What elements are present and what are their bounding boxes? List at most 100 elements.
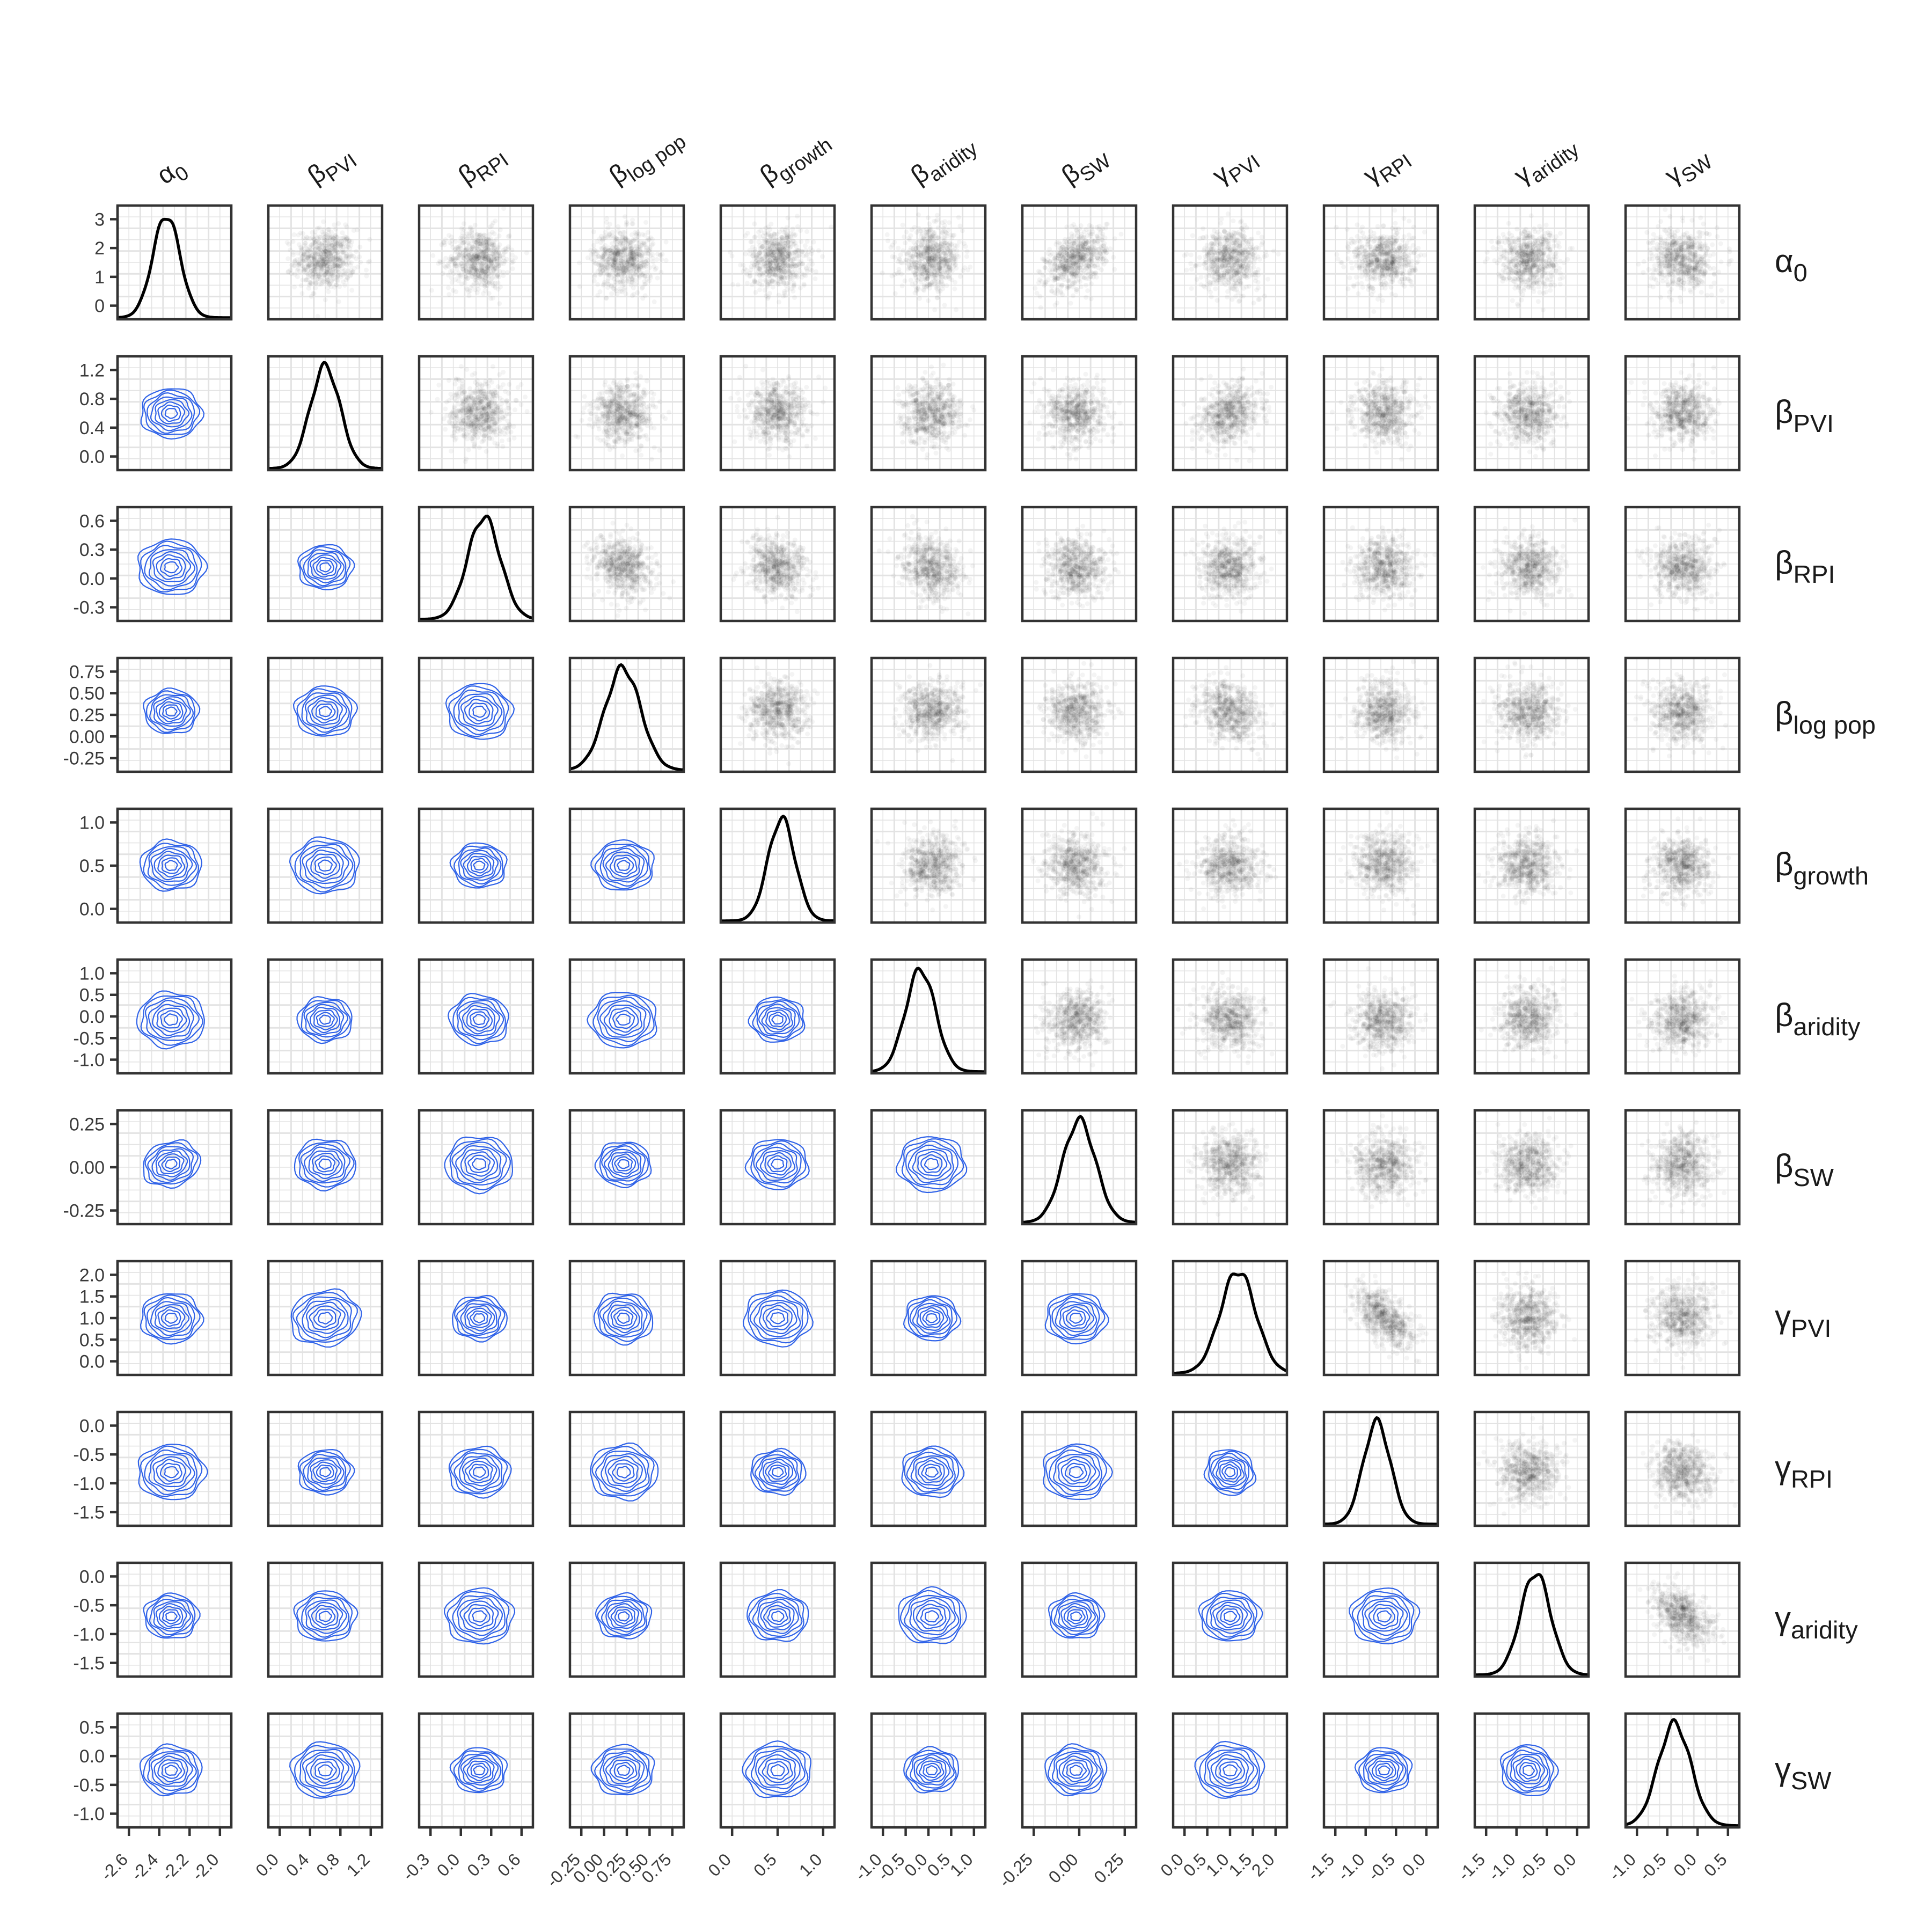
scatter-point	[1218, 221, 1223, 226]
scatter-point	[1356, 291, 1360, 296]
scatter-point	[1375, 224, 1380, 229]
scatter-point	[646, 251, 651, 256]
scatter-point	[885, 238, 890, 243]
scatter-point	[501, 261, 506, 266]
scatter-point	[306, 286, 311, 291]
scatter-point	[936, 235, 941, 240]
scatter-point	[1084, 227, 1089, 232]
scatter-point	[779, 235, 784, 240]
scatter-point	[1359, 274, 1364, 279]
scatter-point	[629, 246, 634, 251]
scatter-point	[1066, 237, 1071, 241]
scatter-point	[302, 265, 307, 270]
scatter-point	[349, 288, 354, 292]
scatter-point	[931, 237, 936, 242]
scatter-point	[604, 296, 609, 301]
scatter-point	[935, 217, 940, 222]
scatter-point	[777, 293, 781, 298]
scatter-point	[348, 272, 353, 277]
scatter-point	[596, 262, 601, 267]
scatter-point	[364, 274, 369, 279]
scatter-point	[309, 280, 313, 285]
scatter-point	[955, 248, 960, 253]
scatter-point	[1100, 232, 1105, 237]
scatter-point	[467, 241, 472, 246]
scatter-point	[1231, 283, 1236, 288]
scatter-point	[631, 265, 635, 269]
scatter-point	[794, 263, 799, 268]
scatter-point	[321, 228, 326, 232]
scatter-point	[900, 283, 905, 288]
scatter-point	[1064, 224, 1069, 229]
scatter-point	[462, 221, 466, 226]
scatter-point	[1276, 252, 1281, 257]
scatter-point	[1201, 226, 1205, 231]
scatter-point	[660, 252, 665, 257]
scatter-point	[593, 248, 598, 253]
scatter-point	[642, 282, 647, 287]
scatter-point	[1345, 227, 1350, 232]
scatter-point	[366, 260, 371, 265]
scatter-point	[320, 278, 325, 283]
scatter-point	[470, 233, 474, 238]
scatter-point	[647, 279, 652, 283]
scatter-point	[1079, 284, 1084, 289]
scatter-point	[1058, 290, 1063, 295]
scatter-point	[1238, 219, 1243, 224]
scatter-point	[964, 254, 969, 259]
scatter-point	[1243, 262, 1248, 267]
scatter-point	[1036, 280, 1041, 285]
scatter-point	[623, 214, 627, 219]
scatter-point	[473, 287, 478, 292]
scatter-point	[640, 286, 645, 291]
scatter-point	[482, 269, 487, 274]
scatter-point	[459, 282, 464, 287]
scatter-point	[800, 250, 804, 254]
scatter-point	[1225, 252, 1230, 257]
scatter-point	[783, 293, 788, 298]
scatter-point	[795, 224, 800, 229]
scatter-point	[942, 238, 947, 243]
scatter-point	[494, 250, 499, 255]
scatter-point	[470, 258, 475, 263]
scatter-point	[338, 256, 343, 261]
scatter-point	[614, 243, 619, 247]
scatter-point	[604, 259, 609, 264]
scatter-point	[1355, 222, 1359, 227]
scatter-point	[603, 235, 608, 240]
scatter-point	[336, 299, 341, 304]
scatter-point	[501, 273, 506, 278]
scatter-point	[926, 236, 931, 241]
scatter-point	[896, 246, 901, 251]
scatter-point	[942, 255, 947, 260]
scatter-point	[490, 264, 495, 268]
scatter-point	[464, 248, 469, 253]
scatter-point	[460, 264, 465, 268]
scatter-point	[767, 247, 772, 252]
scatter-point	[811, 240, 816, 245]
scatter-point	[1232, 246, 1236, 251]
scatter-panel-alpha0-gamma_pvi	[1173, 206, 1287, 319]
scatter-point	[447, 292, 451, 297]
scatter-point	[777, 230, 782, 235]
scatter-point	[1093, 270, 1098, 275]
scatter-point	[775, 248, 780, 253]
scatter-point	[896, 259, 901, 264]
scatter-point	[1244, 284, 1249, 289]
scatter-point	[577, 284, 582, 289]
scatter-point	[1199, 282, 1204, 287]
scatter-point	[1190, 233, 1195, 238]
scatter-point	[958, 274, 963, 279]
scatter-point	[1236, 269, 1241, 274]
scatter-point	[640, 262, 645, 267]
scatter-point	[287, 242, 291, 247]
scatter-point	[1075, 265, 1080, 270]
scatter-point	[947, 240, 952, 245]
scatter-point	[785, 225, 789, 230]
scatter-point	[805, 239, 810, 244]
scatter-point	[764, 240, 769, 245]
scatter-point	[454, 250, 459, 254]
scatter-point	[777, 299, 781, 304]
scatter-point	[642, 274, 647, 279]
scatter-point	[895, 271, 900, 276]
